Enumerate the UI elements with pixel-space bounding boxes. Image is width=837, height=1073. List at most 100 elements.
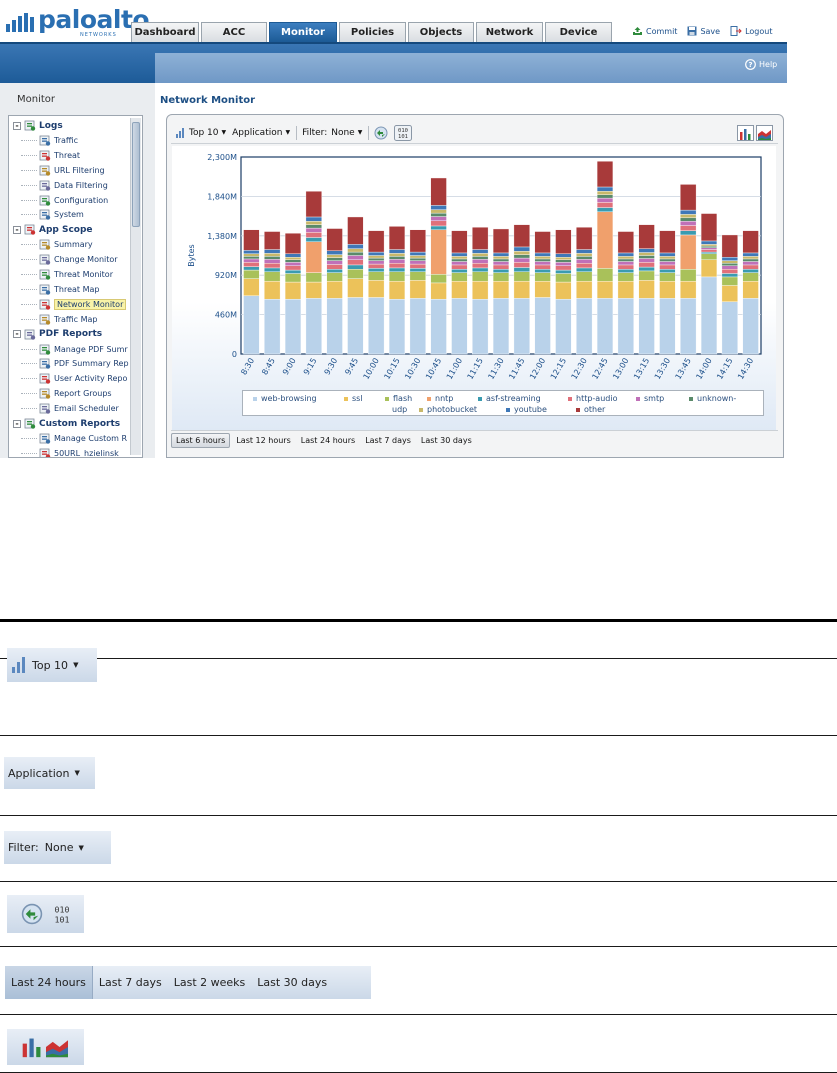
bar-segment (243, 253, 260, 257)
tab-objects[interactable]: Objects (408, 22, 474, 42)
bar-segment (409, 260, 426, 265)
tree-item[interactable]: - Logs (13, 118, 63, 133)
application-dropdown-example: Application ▼ (4, 757, 95, 789)
bar-segment (347, 255, 364, 260)
tree-connector (21, 154, 37, 156)
tree-item[interactable]: Report Groups (39, 386, 112, 401)
tab-acc[interactable]: ACC (201, 22, 267, 42)
bar-segment (700, 244, 718, 247)
bar-segment (700, 259, 718, 278)
chevron-down-icon: ▼ (285, 129, 291, 136)
tree-item[interactable]: Summary (39, 237, 93, 252)
logout-button[interactable]: Logout (730, 26, 772, 36)
tree-connector (21, 214, 37, 216)
bar-segment (305, 232, 322, 238)
tree-item[interactable]: Traffic (39, 133, 78, 148)
tree-scrollbar[interactable] (130, 118, 141, 455)
bytes-sessions-toggle-button[interactable]: 010 101 (394, 124, 413, 141)
bar-segment (368, 271, 385, 281)
bar-segment (513, 298, 530, 355)
bar-segment (430, 209, 447, 214)
bar-chart-button[interactable] (737, 125, 754, 141)
bar-segment (451, 261, 468, 266)
tab-monitor[interactable]: Monitor (269, 22, 337, 42)
bar-segment (388, 263, 406, 269)
time-range-option[interactable]: Last 6 hours (171, 433, 231, 448)
tree-item[interactable]: - App Scope (13, 222, 93, 237)
tree-item[interactable]: URL Filtering (39, 163, 105, 178)
tab-dashboard[interactable]: Dashboard (131, 22, 199, 42)
bar-segment (243, 229, 260, 251)
collapse-toggle-icon[interactable]: - (13, 418, 21, 428)
tree-item[interactable]: Traffic Map (39, 312, 97, 327)
tree-connector (21, 169, 37, 171)
tree-connector (21, 274, 37, 275)
tree-scrollbar-thumb[interactable] (132, 122, 140, 227)
bar-segment (388, 256, 406, 260)
tab-policies[interactable]: Policies (339, 22, 406, 42)
collapse-toggle-icon[interactable]: - (13, 224, 21, 234)
bar-segment (451, 252, 468, 257)
bar-segment (430, 229, 447, 275)
tree-item[interactable]: Threat (39, 148, 80, 163)
commit-icon (633, 27, 642, 35)
bar-segment (534, 280, 551, 298)
tree-item[interactable]: Email Scheduler (39, 401, 119, 416)
bar-segment (264, 256, 281, 260)
bar-segment (347, 278, 364, 298)
legend-item: smtp (636, 394, 664, 403)
time-range-option[interactable]: Last 7 days (365, 436, 411, 445)
collapse-toggle-icon[interactable]: - (13, 120, 21, 130)
tree-item[interactable]: - Custom Reports (13, 416, 120, 431)
tree-item[interactable]: Manage Custom R (39, 431, 127, 446)
collapse-toggle-icon[interactable]: - (13, 329, 21, 339)
tree-item-label: Network Monitor (54, 298, 127, 310)
tab-network[interactable]: Network (476, 22, 543, 42)
tree-item-label: Email Scheduler (54, 404, 119, 414)
bar-segment (721, 234, 738, 258)
bar-segment (472, 271, 489, 282)
bar-segment (326, 298, 343, 355)
legend-swatch (385, 396, 389, 401)
tree-item[interactable]: Manage PDF Sumr (39, 342, 128, 357)
tree-connector (21, 393, 37, 395)
report-groups-icon (39, 388, 51, 399)
group-by-dropdown[interactable]: Application ▼ (232, 128, 290, 138)
top-n-dropdown[interactable]: Top 10 ▼ (176, 127, 226, 138)
bar-segment (368, 263, 385, 269)
bar-segment (243, 278, 260, 296)
bar-segment (721, 268, 738, 274)
area-chart-button[interactable] (756, 125, 773, 141)
direction-arrows-icon (374, 126, 388, 139)
tree-item[interactable]: Network Monitor (39, 297, 127, 312)
time-range-option[interactable]: Last 12 hours (236, 436, 291, 445)
time-range-option[interactable]: Last 24 hours (300, 436, 356, 445)
y-tick-label: 1,840M (207, 192, 237, 201)
bar-segment (555, 253, 572, 258)
bar-segment (659, 280, 676, 299)
tree-item[interactable]: 50URL_hzielinsk (39, 446, 119, 457)
tree-item[interactable]: PDF Summary Rep (39, 356, 129, 371)
tree-connector (21, 288, 37, 290)
tree-item[interactable]: System (39, 207, 84, 222)
filter-dropdown[interactable]: Filter: None ▼ (302, 128, 362, 138)
bar-segment (409, 263, 426, 269)
help-button[interactable]: ? Help (745, 59, 777, 70)
direction-toggle-button[interactable] (374, 126, 388, 140)
logs-folder-icon (24, 120, 36, 131)
tree-item[interactable]: Threat Monitor (39, 267, 113, 282)
tree-item[interactable]: Threat Map (39, 282, 99, 297)
legend-swatch (427, 396, 431, 401)
tab-device[interactable]: Device (545, 22, 612, 42)
time-range-option[interactable]: Last 30 days (420, 436, 472, 445)
bar-segment (368, 251, 385, 256)
tree-item[interactable]: - PDF Reports (13, 327, 102, 342)
bar-segment (264, 298, 281, 355)
bar-segment (576, 267, 593, 272)
tree-item[interactable]: Configuration (39, 193, 108, 208)
save-button[interactable]: Save (687, 26, 720, 36)
tree-item[interactable]: Data Filtering (39, 178, 108, 193)
tree-item[interactable]: User Activity Repo (39, 371, 127, 386)
commit-button[interactable]: Commit (632, 26, 677, 36)
tree-item[interactable]: Change Monitor (39, 252, 118, 267)
